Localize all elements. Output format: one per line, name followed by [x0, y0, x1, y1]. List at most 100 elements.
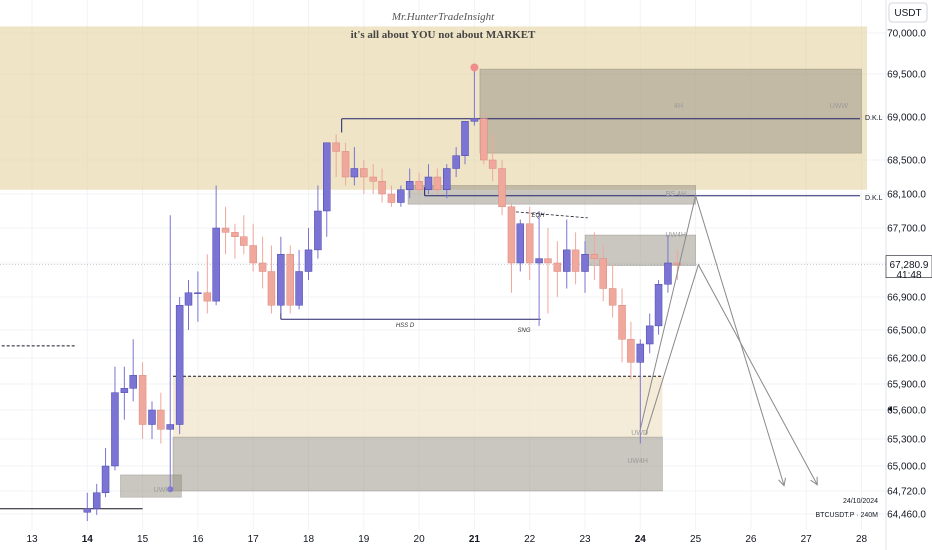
candle-body — [231, 232, 239, 237]
candle-body — [590, 254, 599, 259]
price-tick-label: 65,900.0 — [887, 380, 926, 391]
candle-body — [516, 223, 525, 264]
time-axis-ticks: 13 14 15 16 17 18 19 20 21 22 23 24 25 26 27 28 — [26, 534, 867, 545]
candle-body — [148, 409, 156, 425]
sng-label: SNG — [517, 328, 530, 334]
time-tick-label: 24 — [635, 534, 647, 545]
candle-body — [433, 176, 442, 190]
eqh-label: EQH — [531, 213, 545, 219]
currency-label: USDT — [894, 8, 921, 19]
candle-body — [571, 249, 580, 272]
price-axis-ticks: 64,460.0 64,720.0 65,000.0 65,300.0 65,600.0… — [887, 29, 926, 521]
price-tick-label: 65,600.0 — [887, 406, 926, 417]
candle-body — [304, 249, 313, 272]
candle-body — [627, 339, 635, 363]
candle-body — [525, 223, 534, 264]
author-watermark: Mr.HunterTradeInsight — [391, 11, 495, 23]
time-tick-label: 26 — [745, 534, 757, 545]
time-tick-label: 23 — [579, 534, 591, 545]
price-tick-label: 65,000.0 — [887, 462, 926, 473]
candle-body — [120, 388, 129, 393]
candle-body — [673, 262, 682, 265]
candles-layer — [83, 63, 682, 522]
swing-high-marker — [470, 63, 479, 72]
dkl-label-lower: D.K.L — [865, 195, 883, 202]
time-tick-label: 21 — [469, 534, 481, 545]
zone-label-uwd: UWD — [631, 430, 648, 437]
candle-body — [608, 288, 617, 306]
zone-label-uw4h-low: UW4H — [627, 458, 648, 465]
price-tick-label: 66,500.0 — [887, 326, 926, 337]
candle-body — [618, 305, 626, 340]
zone-box — [479, 68, 862, 154]
zone-label-uww: UWW — [830, 103, 849, 110]
candle-body — [184, 292, 193, 306]
price-tick-label: 67,700.0 — [887, 224, 926, 235]
eqh-line — [515, 211, 588, 219]
price-tick-label: 70,000.0 — [887, 29, 926, 40]
candle-body — [360, 168, 368, 178]
tagline-watermark: it's all about YOU not about MARKET — [351, 29, 536, 41]
price-tick-label: 65,300.0 — [887, 435, 926, 446]
last-price-label: 67,280.9 — [890, 260, 929, 271]
candle-body — [480, 118, 488, 161]
candle-body — [654, 284, 663, 327]
currency-button[interactable]: USDT — [888, 2, 928, 23]
price-tick-label: 66,200.0 — [887, 354, 926, 365]
time-tick-label: 20 — [414, 534, 426, 545]
time-tick-label: 13 — [26, 534, 38, 545]
zone-box — [120, 474, 182, 498]
price-tick-label: 69,500.0 — [887, 70, 926, 81]
time-tick-label: 15 — [137, 534, 149, 545]
candle-body — [267, 271, 276, 306]
chart-date-label: 24/10/2024 — [843, 498, 878, 505]
candle-body — [194, 292, 202, 294]
candle-body — [138, 375, 147, 425]
candle-body — [369, 176, 377, 182]
zone-label-bs4h: BS 4H — [666, 191, 686, 198]
candle-body — [498, 168, 506, 207]
last-price-badge: 67,280.9 41:48 — [885, 255, 932, 281]
candle-body — [664, 262, 672, 285]
candle-body — [258, 262, 267, 272]
candle-body — [507, 206, 516, 264]
time-tick-label: 18 — [303, 534, 315, 545]
zone-box — [172, 436, 663, 492]
chart-symbol-label: BTCUSDT.P · 240M — [816, 512, 879, 519]
candle-body — [443, 168, 451, 190]
candle-body — [277, 254, 285, 306]
level-lines-layer — [0, 118, 886, 510]
candle-body — [240, 236, 248, 246]
time-tick-label: 17 — [248, 534, 260, 545]
candle-body — [535, 258, 543, 264]
candle-body — [544, 258, 552, 264]
time-tick-label: 19 — [358, 534, 370, 545]
candle-body — [599, 258, 607, 289]
candle-body — [101, 465, 110, 494]
projection-arrowhead — [778, 477, 786, 487]
candle-countdown: 41:48 — [896, 270, 921, 281]
candle-body — [415, 181, 423, 190]
candle-body — [470, 118, 479, 122]
candle-body — [166, 424, 174, 430]
candle-body — [295, 271, 303, 306]
candle-body — [92, 492, 101, 509]
candle-body — [221, 227, 230, 233]
candle-body — [203, 292, 212, 302]
projection-arrowhead — [810, 476, 818, 486]
candle-body — [350, 168, 359, 178]
candle-body — [286, 254, 295, 306]
zone-box — [173, 376, 663, 438]
time-tick-label: 27 — [801, 534, 813, 545]
candle-body — [461, 121, 469, 156]
candle-body — [581, 254, 589, 272]
projection-path — [639, 193, 785, 486]
projection-layer — [639, 193, 818, 487]
candle-body — [488, 159, 497, 169]
time-tick-label: 16 — [192, 534, 204, 545]
candle-body — [129, 375, 137, 389]
candle-body — [322, 142, 331, 212]
candle-body — [452, 155, 460, 169]
candle-body — [212, 227, 220, 302]
